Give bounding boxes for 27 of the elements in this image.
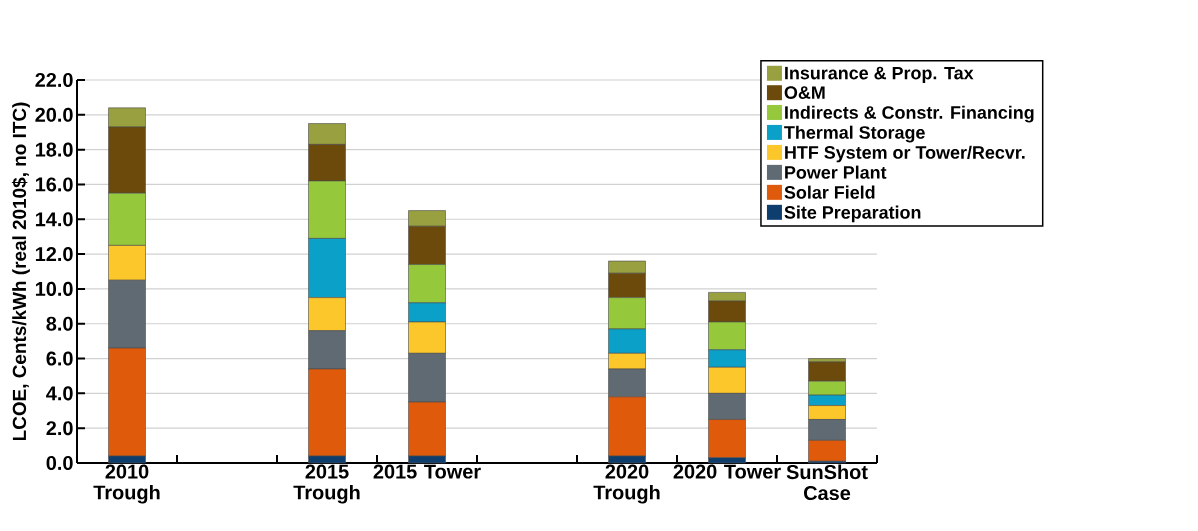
- y-tick-label: 16.0: [35, 177, 73, 192]
- y-tick-label: 10.0: [35, 281, 73, 296]
- x-tick-label: SunShot Case: [786, 464, 868, 501]
- y-tick-label: 0.0: [46, 455, 73, 471]
- y-tick-label: 20.0: [35, 107, 73, 122]
- legend-label: Insurance & Prop. Tax: [785, 66, 974, 83]
- legend-label: Thermal Storage: [784, 125, 925, 143]
- legend-label: Site Preparation: [784, 205, 921, 223]
- y-tick-label: 6.0: [46, 351, 73, 366]
- x-tick-label: 2010 Trough: [93, 464, 160, 504]
- x-tick-label: 2020 Trough: [593, 464, 660, 504]
- y-axis-title: LCOE, Cents/kWh (real 2010$, no ITC): [11, 102, 30, 441]
- y-tick-label: 14.0: [35, 212, 73, 227]
- y-tick-label: 12.0: [35, 247, 73, 262]
- y-tick-label: 18.0: [35, 142, 73, 157]
- legend-label: O&M: [784, 86, 825, 99]
- legend-label: Power Plant: [785, 165, 887, 179]
- x-tick-label: 2015 Trough: [293, 464, 360, 504]
- legend-label: Indirects & Constr. Financing: [785, 105, 1034, 123]
- x-tick-label: 2015 Tower: [373, 464, 481, 479]
- x-tick-label: 2020 Tower: [673, 464, 781, 479]
- y-tick-label: 8.0: [46, 316, 73, 331]
- y-tick-label: 22.0: [35, 72, 73, 88]
- y-tick-label: 4.0: [46, 386, 73, 401]
- legend-label: Solar Field: [784, 185, 875, 199]
- y-tick-label: 2.0: [46, 421, 73, 436]
- legend-label: HTF System or Tower/Recvr.: [785, 145, 1025, 163]
